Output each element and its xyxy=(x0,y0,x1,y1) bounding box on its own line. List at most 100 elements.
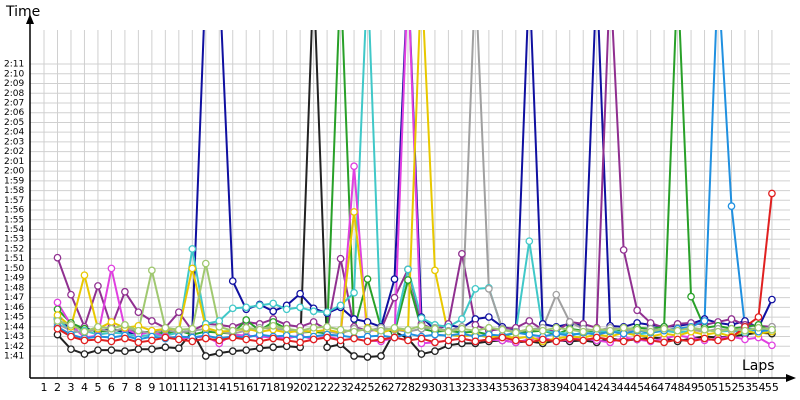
y-tick-label: 1:49 xyxy=(4,274,24,284)
data-point xyxy=(404,265,412,274)
x-tick-label: 55 xyxy=(765,381,779,394)
x-tick-label: 33 xyxy=(468,381,482,394)
data-point xyxy=(565,325,574,334)
data-point xyxy=(242,346,251,355)
data-point xyxy=(444,327,453,336)
data-point xyxy=(417,334,426,343)
data-point xyxy=(174,308,183,317)
y-tick-label: 1:42 xyxy=(4,342,24,352)
data-point xyxy=(673,326,682,335)
data-point xyxy=(525,317,534,325)
data-point xyxy=(592,324,601,333)
data-point xyxy=(377,352,385,360)
data-point xyxy=(336,325,345,334)
y-tick-label: 1:52 xyxy=(4,244,24,254)
data-point xyxy=(296,289,304,298)
data-point xyxy=(431,347,439,355)
x-tick-label: 53 xyxy=(738,381,752,394)
data-point xyxy=(741,335,749,344)
data-point xyxy=(350,208,358,216)
x-tick-label: 52 xyxy=(724,381,738,394)
data-point xyxy=(121,321,129,329)
data-point xyxy=(255,301,264,310)
x-tick-label: 8 xyxy=(135,381,142,394)
data-point xyxy=(754,323,763,332)
x-tick-label: 27 xyxy=(387,381,401,394)
data-point xyxy=(390,275,399,283)
y-tick-label: 1:51 xyxy=(4,254,24,264)
data-point xyxy=(458,249,466,258)
data-point xyxy=(390,293,399,302)
x-tick-label: 23 xyxy=(334,381,348,394)
data-point xyxy=(282,336,291,345)
data-point xyxy=(471,337,480,346)
data-point xyxy=(242,303,251,312)
y-axis-label: Time xyxy=(5,4,40,20)
data-point xyxy=(53,324,62,333)
data-point xyxy=(619,337,628,346)
data-point xyxy=(511,328,520,337)
x-tick-label: 28 xyxy=(401,381,415,394)
x-tick-label: 42 xyxy=(590,381,604,394)
data-point xyxy=(134,345,143,354)
data-point xyxy=(94,346,102,355)
data-point xyxy=(714,336,722,345)
data-point xyxy=(417,350,426,358)
y-axis-arrow xyxy=(26,14,34,24)
data-point xyxy=(673,335,682,344)
data-point xyxy=(404,325,412,334)
data-point xyxy=(107,324,116,333)
data-point xyxy=(700,317,709,325)
x-tick-label: 47 xyxy=(657,381,671,394)
data-point xyxy=(727,324,736,333)
data-point xyxy=(390,323,399,332)
data-point xyxy=(228,347,237,355)
y-tick-label: 1:43 xyxy=(4,332,24,342)
x-tick-label: 4 xyxy=(81,381,88,394)
x-tick-label: 41 xyxy=(576,381,590,394)
data-point xyxy=(538,335,547,344)
data-point xyxy=(768,189,776,198)
y-tick-label: 1:44 xyxy=(4,322,24,332)
data-point xyxy=(336,336,345,345)
data-point xyxy=(107,337,116,346)
data-point xyxy=(174,344,183,353)
data-point xyxy=(80,271,89,280)
data-point xyxy=(174,335,183,344)
y-tick-label: 1:57 xyxy=(4,196,24,206)
data-point xyxy=(660,324,668,333)
data-point xyxy=(255,344,264,353)
data-point xyxy=(485,323,493,332)
y-tick-label: 2:07 xyxy=(4,98,24,108)
data-point xyxy=(134,308,143,317)
data-point xyxy=(148,336,156,345)
data-point xyxy=(94,322,102,331)
data-point xyxy=(94,282,102,290)
data-point xyxy=(309,335,318,344)
data-point xyxy=(700,325,709,334)
data-point xyxy=(619,323,628,332)
data-point xyxy=(606,335,615,344)
data-point xyxy=(633,334,641,343)
data-point xyxy=(148,266,156,275)
y-tick-label: 2:00 xyxy=(4,167,24,177)
data-point xyxy=(269,307,278,316)
data-point xyxy=(350,334,358,343)
data-point xyxy=(511,336,520,345)
data-point xyxy=(269,321,278,330)
data-point xyxy=(525,237,534,246)
series-area xyxy=(53,30,776,361)
data-point xyxy=(296,338,304,347)
data-point xyxy=(161,343,170,352)
data-point xyxy=(646,336,655,345)
data-point xyxy=(377,335,385,344)
data-point xyxy=(350,288,358,297)
data-point xyxy=(121,287,129,296)
x-tick-label: 44 xyxy=(617,381,631,394)
data-point xyxy=(336,301,345,310)
data-point xyxy=(67,321,75,329)
y-tick-label: 1:55 xyxy=(4,215,24,225)
data-point xyxy=(741,326,749,335)
data-point xyxy=(121,334,129,343)
